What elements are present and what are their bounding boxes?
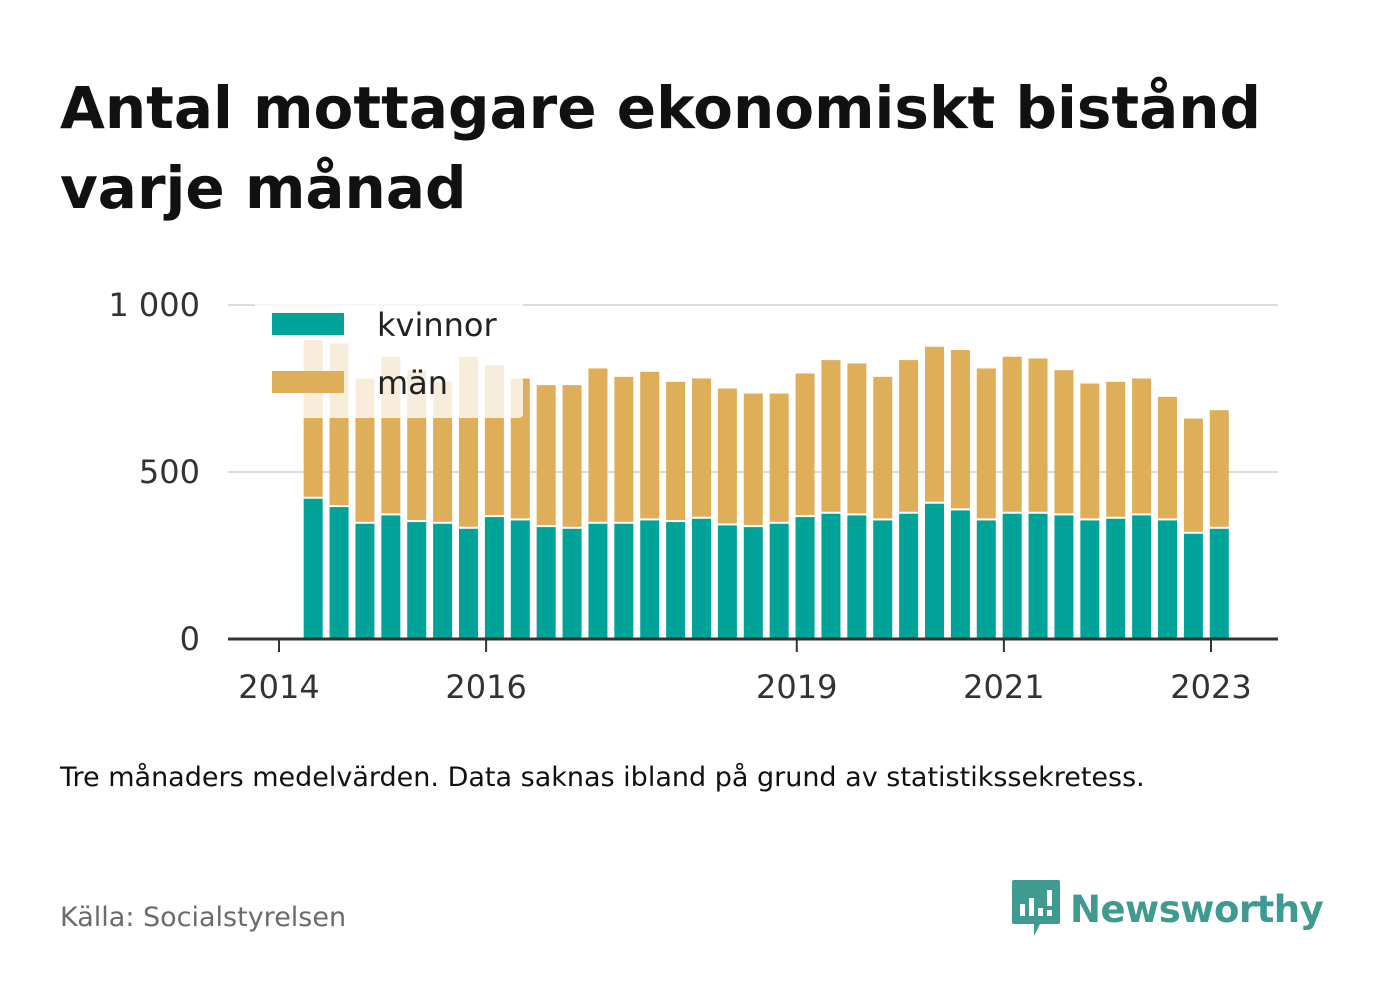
bar-kvinnor-28 xyxy=(1028,513,1048,639)
bar-man-34 xyxy=(1183,418,1203,532)
bar-kvinnor-33 xyxy=(1158,520,1178,639)
bar-kvinnor-32 xyxy=(1132,515,1152,639)
bar-man-30 xyxy=(1080,383,1100,519)
x-axis xyxy=(228,637,1278,652)
bar-kvinnor-25 xyxy=(950,510,970,639)
bar-kvinnor-0 xyxy=(303,498,323,639)
bar-kvinnor-18 xyxy=(769,523,789,639)
legend-label-man: män xyxy=(377,364,448,402)
bar-man-21 xyxy=(847,363,867,514)
legend: kvinnor män xyxy=(255,298,523,418)
newsworthy-logo-icon xyxy=(1012,880,1060,936)
bar-kvinnor-4 xyxy=(407,522,427,639)
bar-man-22 xyxy=(873,376,893,519)
bar-man-29 xyxy=(1054,370,1074,514)
bar-man-19 xyxy=(795,373,815,516)
x-axis-labels: 2014 2016 2019 2021 2023 xyxy=(238,668,1251,706)
bar-man-18 xyxy=(769,393,789,522)
bar-kvinnor-11 xyxy=(588,523,608,639)
bar-man-24 xyxy=(925,346,945,502)
x-tick-label-4: 2023 xyxy=(1170,668,1251,706)
bar-kvinnor-1 xyxy=(329,507,349,639)
bar-man-31 xyxy=(1106,381,1126,517)
bar-kvinnor-8 xyxy=(510,520,530,639)
bar-kvinnor-5 xyxy=(433,523,453,639)
bar-kvinnor-30 xyxy=(1080,520,1100,639)
legend-swatch-man xyxy=(272,371,344,393)
bar-kvinnor-9 xyxy=(536,527,556,639)
y-tick-label-0: 0 xyxy=(180,620,200,658)
bar-kvinnor-13 xyxy=(640,520,660,639)
bar-man-28 xyxy=(1028,358,1048,512)
x-tick-label-2: 2019 xyxy=(756,668,837,706)
bar-man-9 xyxy=(536,385,556,526)
bar-kvinnor-20 xyxy=(821,513,841,639)
bar-kvinnor-22 xyxy=(873,520,893,639)
legend-label-kvinnor: kvinnor xyxy=(377,306,498,344)
bar-kvinnor-24 xyxy=(925,503,945,639)
newsworthy-logo-text: Newsworthy xyxy=(1070,887,1324,931)
bar-kvinnor-16 xyxy=(717,525,737,639)
chart-note: Tre månaders medelvärden. Data saknas ib… xyxy=(60,762,1145,793)
newsworthy-logo: Newsworthy xyxy=(1010,878,1324,940)
y-axis-labels: 0 500 1 000 xyxy=(108,286,200,658)
bar-kvinnor-15 xyxy=(692,518,712,639)
bar-kvinnor-34 xyxy=(1183,533,1203,639)
chart-title: Antal mottagare ekonomiskt bistånd varje… xyxy=(60,74,1262,222)
x-tick-label-0: 2014 xyxy=(238,668,319,706)
y-tick-label-2: 1 000 xyxy=(108,286,200,324)
bar-kvinnor-35 xyxy=(1209,528,1229,639)
bar-man-14 xyxy=(666,381,686,521)
bar-kvinnor-21 xyxy=(847,515,867,639)
bar-man-23 xyxy=(899,360,919,512)
bar-kvinnor-19 xyxy=(795,517,815,639)
bar-kvinnor-14 xyxy=(666,522,686,639)
bar-kvinnor-6 xyxy=(459,528,479,639)
bar-man-35 xyxy=(1209,410,1229,527)
bar-man-12 xyxy=(614,376,634,522)
source-credit: Källa: Socialstyrelsen xyxy=(60,902,347,933)
bar-man-33 xyxy=(1158,396,1178,519)
bar-man-26 xyxy=(976,368,996,519)
bar-kvinnor-3 xyxy=(381,515,401,639)
bars xyxy=(303,340,1229,639)
bar-man-15 xyxy=(692,378,712,517)
bar-kvinnor-23 xyxy=(899,513,919,639)
bar-kvinnor-2 xyxy=(355,523,375,639)
x-tick-label-1: 2016 xyxy=(445,668,526,706)
bar-man-16 xyxy=(717,388,737,524)
bar-man-10 xyxy=(562,385,582,527)
bar-man-27 xyxy=(1002,356,1022,512)
bar-man-17 xyxy=(743,393,763,526)
bar-kvinnor-12 xyxy=(614,523,634,639)
y-tick-label-1: 500 xyxy=(139,453,200,491)
bar-man-11 xyxy=(588,368,608,522)
bar-man-32 xyxy=(1132,378,1152,514)
bar-kvinnor-10 xyxy=(562,528,582,639)
bar-kvinnor-26 xyxy=(976,520,996,639)
bar-man-25 xyxy=(950,350,970,509)
bar-kvinnor-31 xyxy=(1106,518,1126,639)
legend-swatch-kvinnor xyxy=(272,313,344,335)
bar-man-13 xyxy=(640,371,660,519)
bar-kvinnor-17 xyxy=(743,527,763,639)
bar-kvinnor-7 xyxy=(484,517,504,639)
x-tick-label-3: 2021 xyxy=(963,668,1044,706)
bar-kvinnor-27 xyxy=(1002,513,1022,639)
bar-kvinnor-29 xyxy=(1054,515,1074,639)
bar-man-20 xyxy=(821,360,841,512)
